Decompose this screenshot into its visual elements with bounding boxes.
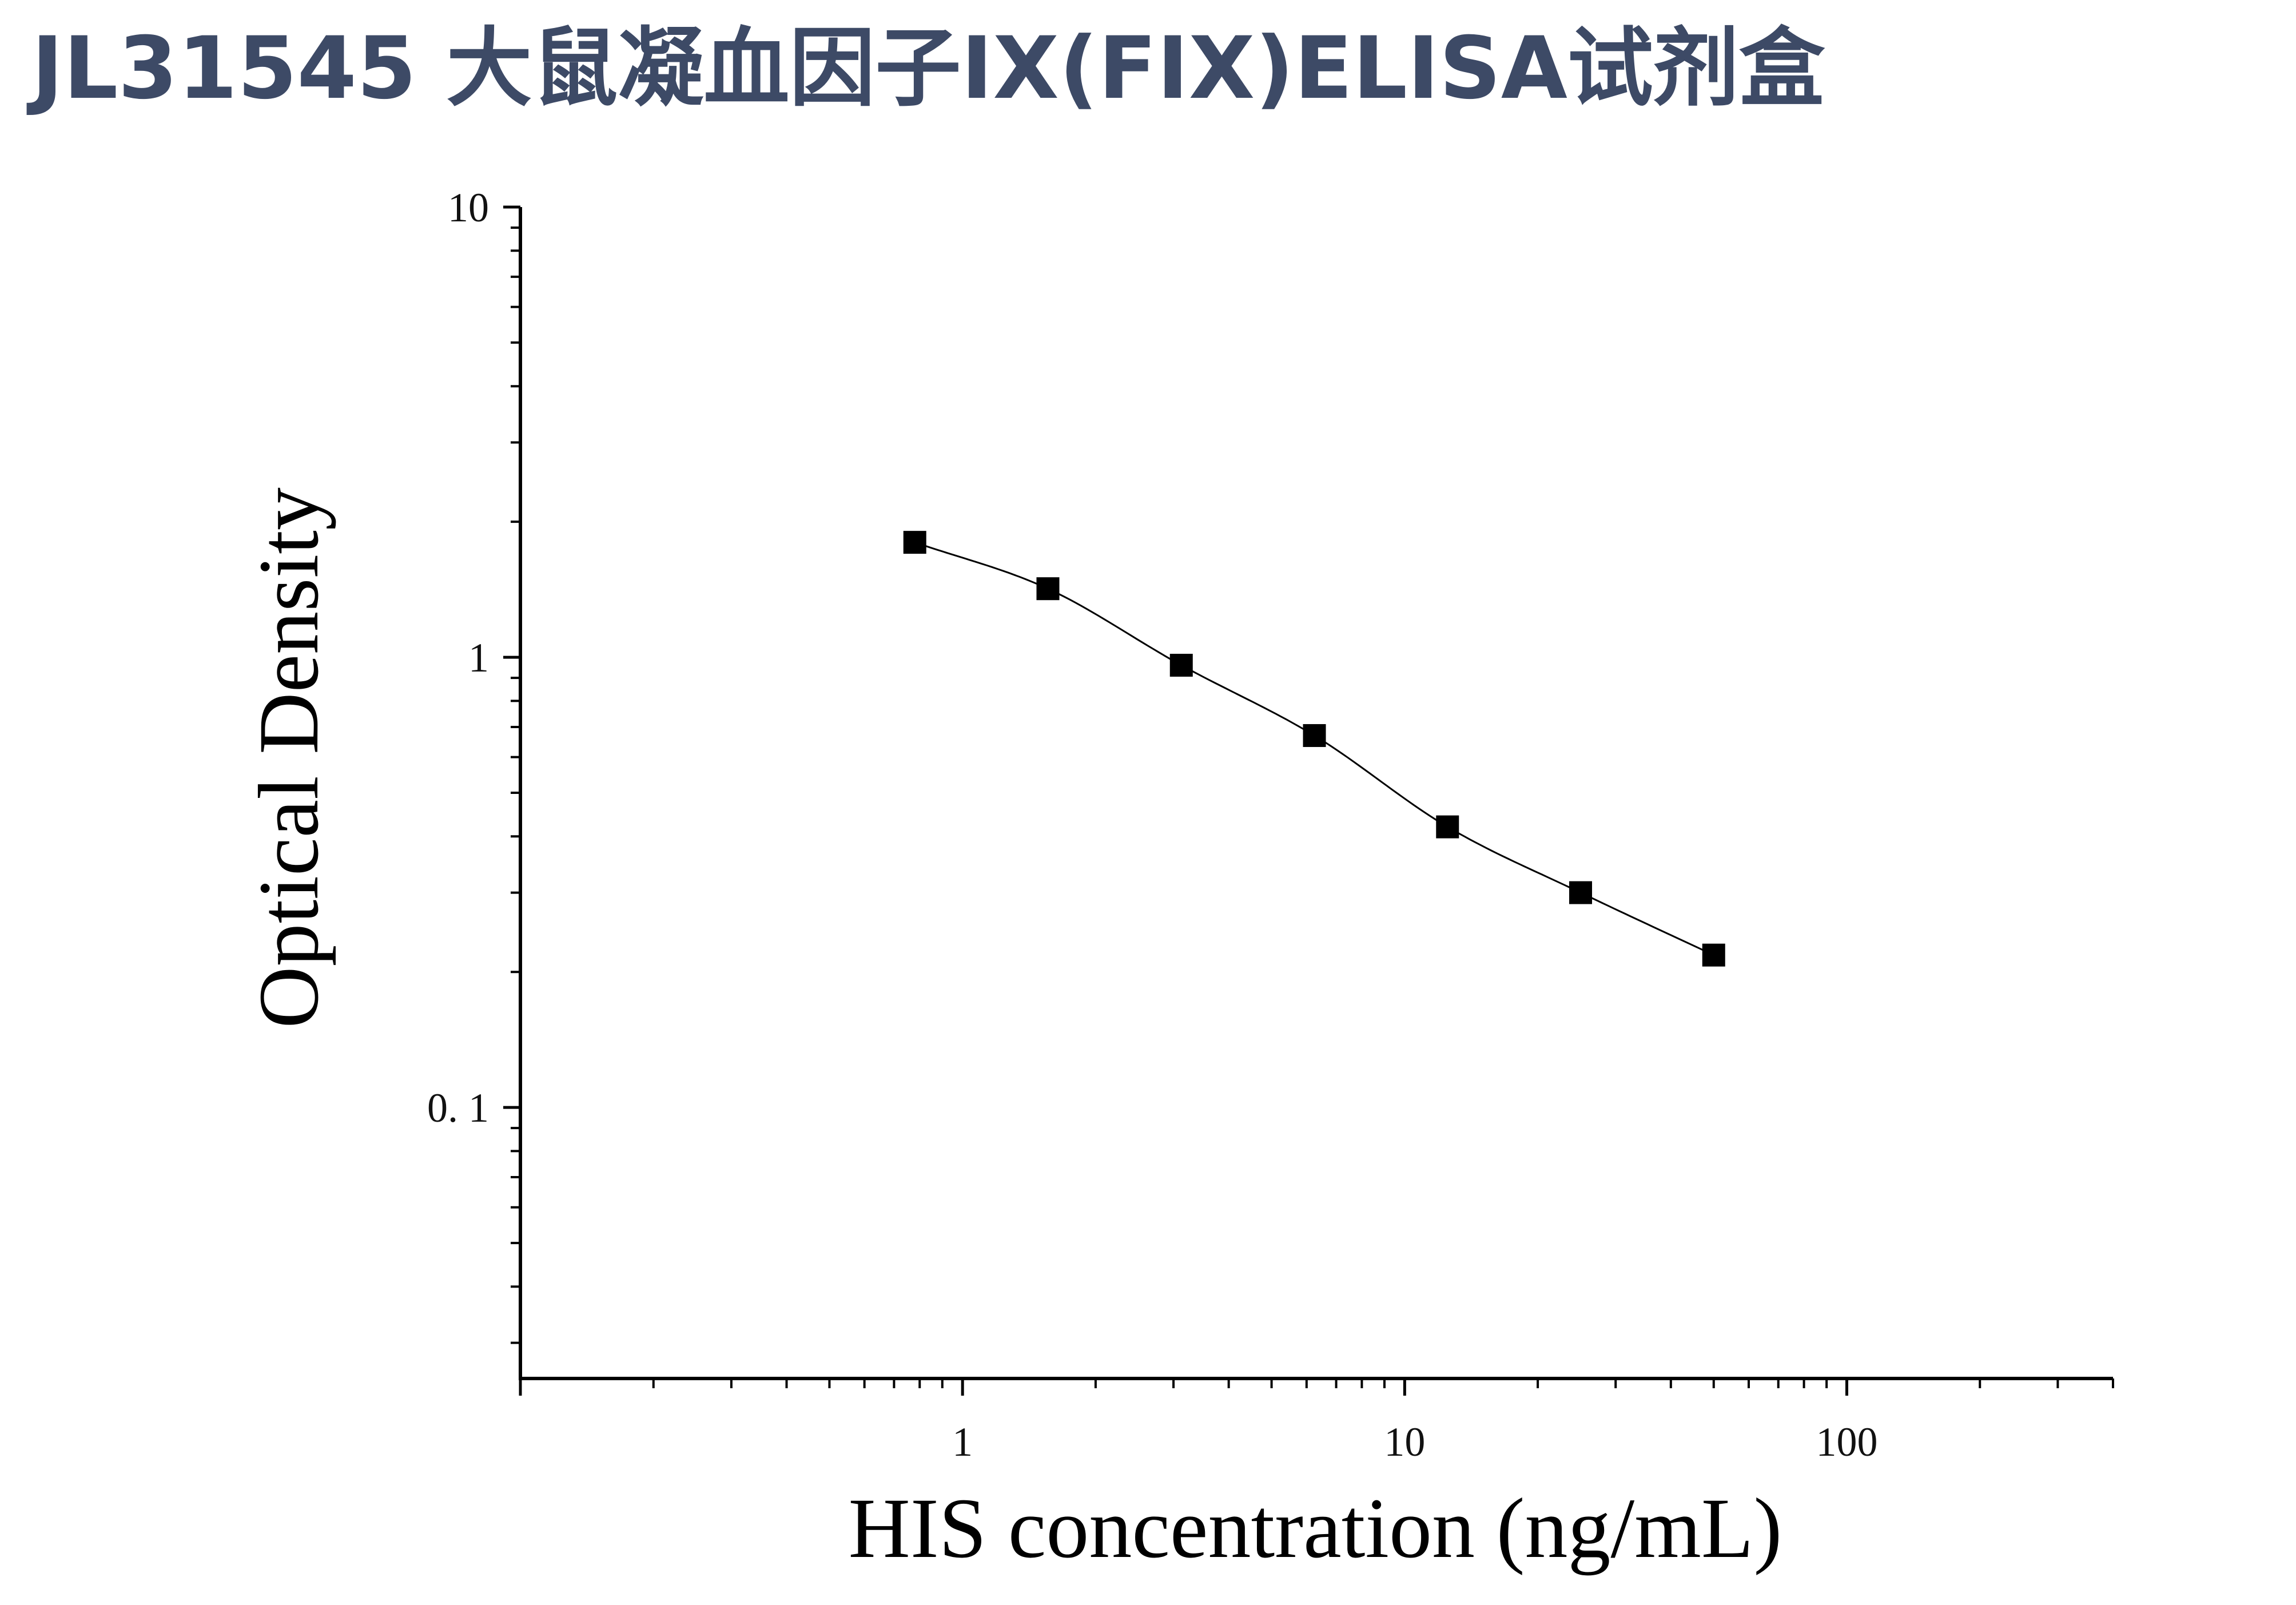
y-tick-label: 10 (448, 185, 489, 231)
x-tick-label: 10 (1384, 1419, 1425, 1465)
data-point (1303, 724, 1326, 747)
x-tick-labels: 1 10 100 (952, 1419, 1877, 1465)
data-point (1569, 881, 1593, 904)
data-point (1036, 577, 1060, 601)
y-tick-label: 0. 1 (427, 1085, 489, 1131)
data-points (903, 531, 1725, 967)
x-tick-label: 1 (952, 1419, 973, 1465)
data-point (903, 531, 926, 554)
x-axis-title: HIS concentration (ng/mL) (849, 1481, 1782, 1576)
x-tick-label: 100 (1816, 1419, 1878, 1465)
fit-curve (914, 541, 1714, 956)
chart-title: JL31545 大鼠凝血因子IX(FIX)ELISA试剂盒 (31, 19, 1825, 118)
data-point (1169, 654, 1193, 677)
y-tick-label: 1 (468, 635, 489, 681)
data-point (1436, 815, 1459, 839)
data-point (1702, 943, 1725, 967)
axes (503, 205, 2114, 1396)
y-tick-labels: 0. 1 1 10 (427, 185, 489, 1131)
y-axis-title: Optical Density (241, 487, 336, 1028)
